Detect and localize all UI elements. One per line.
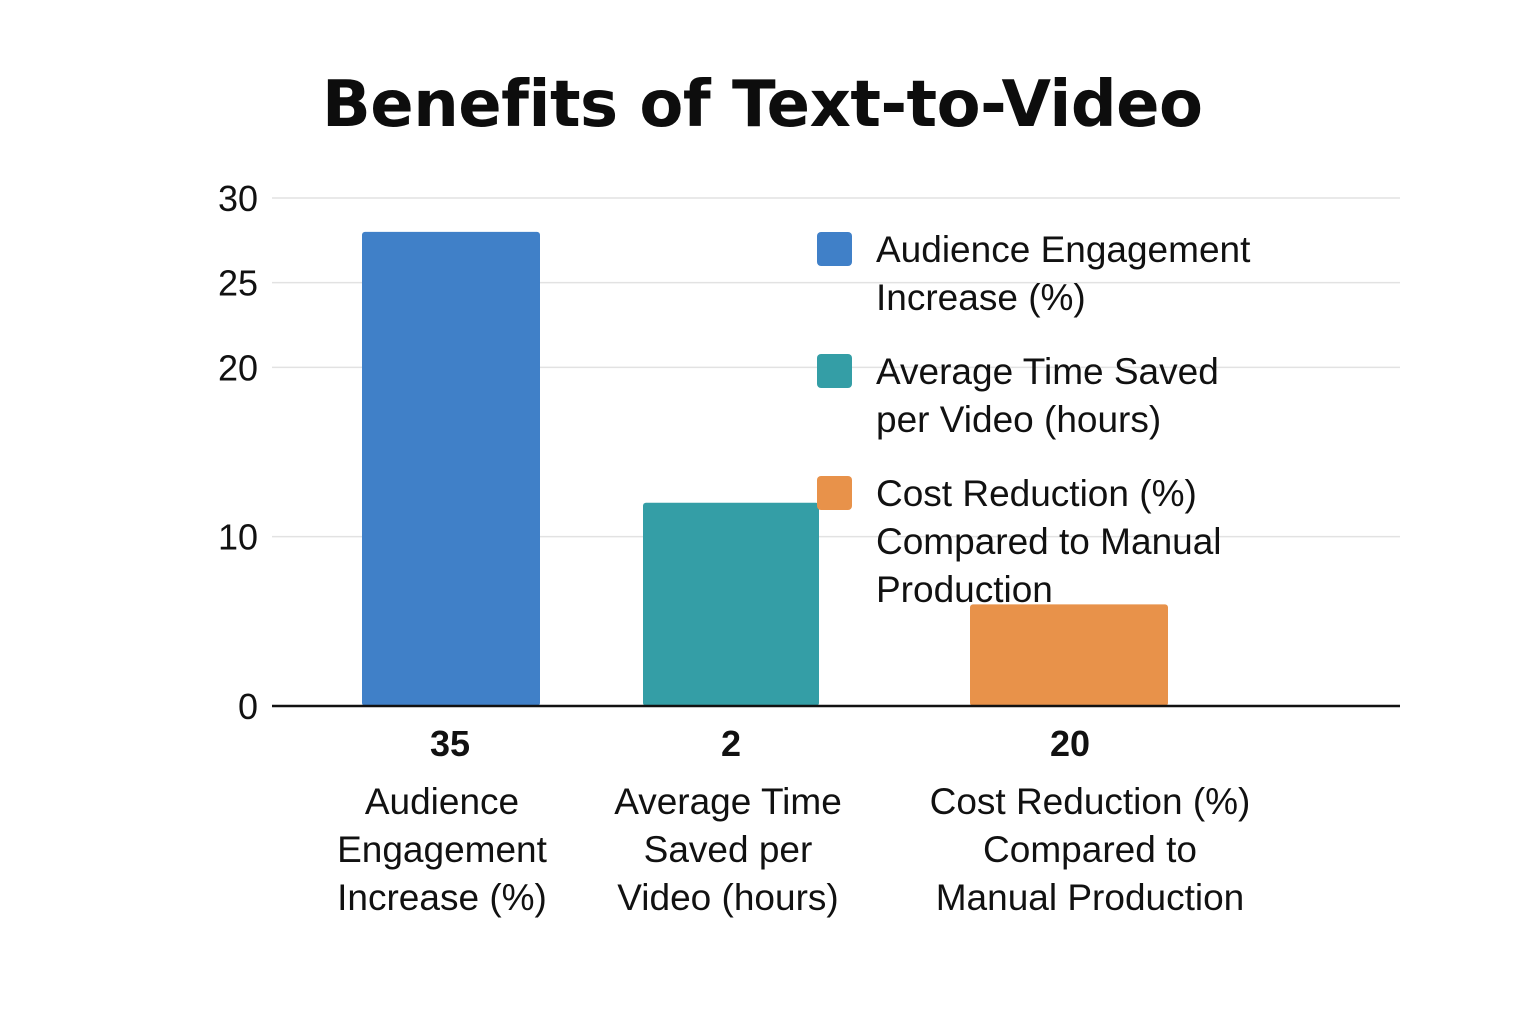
- chart-title: Benefits of Text-to-Video: [322, 68, 1203, 142]
- legend-label: Average Time Saved: [876, 351, 1219, 392]
- legend-swatch: [817, 232, 852, 266]
- legend-label: Cost Reduction (%): [876, 473, 1197, 514]
- bar: [970, 604, 1168, 706]
- legend-label: Increase (%): [876, 277, 1086, 318]
- bar: [643, 502, 819, 706]
- bar: [362, 231, 540, 706]
- y-tick-label: 20: [218, 347, 258, 388]
- legend-label: Production: [876, 569, 1053, 610]
- legend: Audience Engagement Increase (%) Average T…: [817, 229, 1251, 610]
- y-tick-label: 25: [218, 263, 258, 304]
- bars: [362, 231, 1168, 706]
- y-tick-label: 30: [218, 178, 258, 219]
- bar-value-label: 35: [430, 723, 470, 764]
- y-axis-ticks: 0 10 20 25 30: [218, 178, 258, 727]
- legend-swatch: [817, 354, 852, 388]
- legend-label: Audience Engagement: [876, 229, 1251, 270]
- value-labels: 35 2 20: [430, 723, 1090, 764]
- bar-value-label: 20: [1050, 723, 1090, 764]
- legend-label: per Video (hours): [876, 399, 1161, 440]
- category-label: Engagement: [337, 829, 548, 870]
- bar-value-label: 2: [721, 723, 741, 764]
- category-label: Video (hours): [617, 877, 838, 918]
- category-label: Saved per: [644, 829, 813, 870]
- category-label: Manual Production: [936, 877, 1245, 918]
- category-labels: Audience Engagement Increase (%) Average Ti…: [337, 781, 1250, 918]
- category-label: Increase (%): [337, 877, 547, 918]
- category-label: Audience: [365, 781, 519, 822]
- category-label: Average Time: [614, 781, 842, 822]
- y-tick-label: 10: [218, 517, 258, 558]
- category-label: Compared to: [983, 829, 1197, 870]
- legend-label: Compared to Manual: [876, 521, 1222, 562]
- category-label: Cost Reduction (%): [930, 781, 1251, 822]
- legend-swatch: [817, 476, 852, 510]
- y-tick-label: 0: [238, 686, 258, 727]
